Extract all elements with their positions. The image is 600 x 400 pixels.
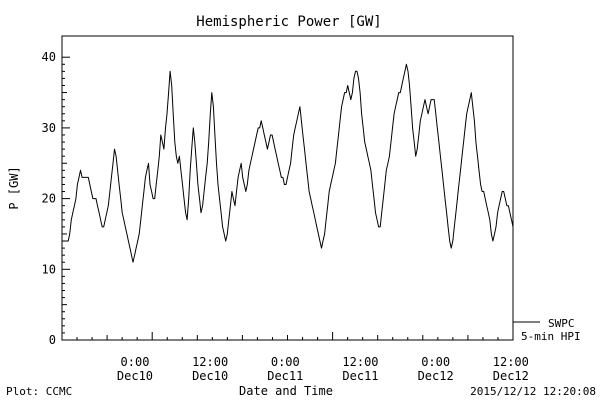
series-line-hpi: [62, 63, 514, 263]
footer-timestamp: 2015/12/12 12:20:08: [470, 385, 596, 398]
x-tick-label-time: 0:00: [121, 355, 150, 369]
x-tick-label-time: 12:00: [493, 355, 529, 369]
y-tick-label: 20: [42, 192, 56, 206]
x-tick-label-date: Dec11: [267, 369, 303, 383]
legend-label-series: 5-min HPI: [521, 330, 581, 343]
y-tick-label: 0: [49, 333, 56, 347]
chart-title: Hemispheric Power [GW]: [196, 14, 381, 30]
x-tick-label-date: Dec10: [117, 369, 153, 383]
x-tick-label-time: 0:00: [271, 355, 300, 369]
x-axis: 0:00Dec1012:00Dec100:00Dec1112:00Dec110:…: [61, 332, 529, 383]
x-tick-label-time: 12:00: [192, 355, 228, 369]
x-tick-label-date: Dec12: [418, 369, 454, 383]
y-tick-label: 40: [42, 50, 56, 64]
legend: SWPC 5-min HPI: [513, 317, 581, 343]
legend-label-source: SWPC: [548, 317, 575, 330]
x-axis-label: Date and Time: [239, 384, 333, 398]
footer-credit: Plot: CCMC: [6, 385, 72, 398]
y-tick-label: 10: [42, 262, 56, 276]
y-tick-label: 30: [42, 121, 56, 135]
x-tick-label-time: 0:00: [421, 355, 450, 369]
x-tick-label-date: Dec11: [342, 369, 378, 383]
plot-frame: [61, 35, 514, 341]
y-axis-label: P [GW]: [7, 166, 21, 209]
x-tick-label-date: Dec12: [493, 369, 529, 383]
y-axis: 0 10 20 30 40: [42, 50, 70, 347]
x-tick-label-time: 12:00: [342, 355, 378, 369]
x-tick-label-date: Dec10: [192, 369, 228, 383]
